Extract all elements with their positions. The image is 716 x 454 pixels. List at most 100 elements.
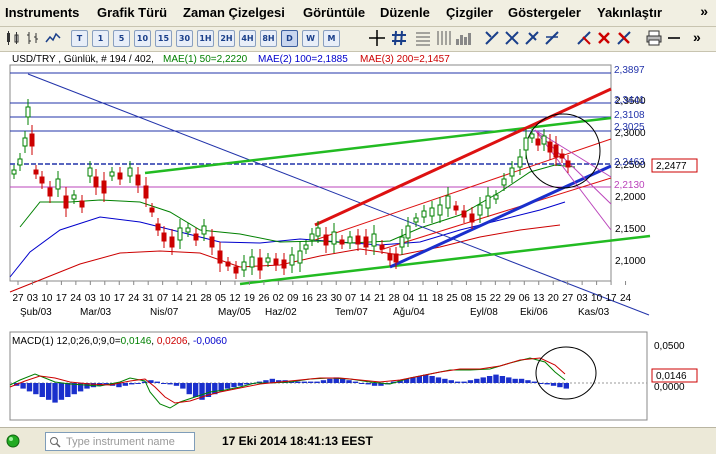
chart-svg[interactable]: USD/TRY , Günlük, # 194 / 402, MAE(1) 50…: [0, 52, 716, 427]
line-chart-icon[interactable]: [44, 29, 62, 47]
level-label: 2,2130: [614, 180, 645, 191]
level-label: 2,3897: [614, 65, 645, 76]
macd-plot-frame: [9, 331, 648, 421]
candlestick-icon[interactable]: [4, 29, 22, 47]
candle-body: [477, 204, 483, 216]
macd-bar: [506, 377, 512, 383]
macd-label: MACD(1) 12,0;26,0;9,0=0,0146, 0,0206, -0…: [12, 336, 227, 347]
menu-more-icon[interactable]: »: [700, 3, 708, 19]
macd-bar: [103, 383, 109, 385]
candle-body: [33, 169, 39, 175]
downtrend-line: [27, 73, 650, 316]
crosshair-icon[interactable]: [368, 29, 386, 47]
menu-zoom[interactable]: Yakınlaştır: [597, 5, 663, 20]
trendline-tool-icon[interactable]: [483, 29, 501, 47]
histogram-icon[interactable]: [454, 29, 472, 47]
candle-body: [547, 141, 553, 153]
candle-body: [509, 167, 515, 177]
candle-body: [241, 261, 247, 271]
date-tick-label: 13: [533, 293, 545, 304]
macd-current-box: [651, 368, 698, 383]
date-axis: 27 03 10 17 24 03 10 17 24 31 07 14 21 28 05 12 19 26 02 09…: [12, 281, 632, 304]
minus-icon[interactable]: [665, 29, 683, 47]
menu-edit[interactable]: Düzenle: [380, 5, 430, 20]
candle-body: [523, 137, 529, 151]
macd-bar: [320, 380, 327, 383]
candle-body: [71, 194, 77, 200]
print-icon[interactable]: [645, 29, 663, 47]
close-red-icon[interactable]: [595, 29, 613, 47]
period-30[interactable]: 30: [176, 30, 193, 47]
menu-view[interactable]: Görüntüle: [303, 5, 366, 20]
macd-bar: [352, 381, 359, 383]
period-d[interactable]: D: [281, 30, 298, 47]
date-tick-label: 10: [99, 293, 111, 304]
candle-body: [529, 133, 535, 139]
chart-area[interactable]: USD/TRY , Günlük, # 194 / 402, MAE(1) 50…: [0, 52, 716, 453]
macd-bar: [269, 378, 276, 383]
month-label: Eyl/08: [470, 307, 498, 318]
macd-bar: [263, 380, 269, 383]
vertical-lines-icon[interactable]: [434, 29, 452, 47]
menu-chart-type[interactable]: Grafik Türü: [97, 5, 168, 20]
macd-axis-label: 0,0500: [654, 341, 685, 352]
delete-all-icon[interactable]: [615, 29, 633, 47]
macd-bar: [461, 381, 467, 383]
macd-bar: [403, 378, 410, 383]
macd-bar: [486, 376, 493, 383]
grid-hash-icon[interactable]: [390, 29, 408, 47]
macd-bar: [39, 383, 45, 397]
macd-bar: [180, 383, 186, 389]
menu-instruments[interactable]: Instruments: [5, 5, 80, 20]
date-tick-label: 03: [577, 293, 589, 304]
instrument-search-input[interactable]: [64, 433, 196, 450]
date-tick-label: 21: [374, 293, 386, 304]
period-2h[interactable]: 2H: [218, 30, 235, 47]
instrument-search[interactable]: [45, 432, 196, 451]
macd-bar: [33, 383, 39, 395]
horizontal-lines-icon[interactable]: [414, 29, 432, 47]
current-price-box: [651, 158, 698, 173]
candle-body: [225, 261, 231, 267]
candle-body: [393, 253, 399, 263]
menu-timeframe[interactable]: Zaman Çizelgesi: [183, 5, 285, 20]
month-label: Haz/02: [265, 307, 297, 318]
macd-bar: [333, 377, 339, 383]
macd-bar: [448, 380, 454, 383]
period-5[interactable]: 5: [113, 30, 130, 47]
macd-bar: [199, 383, 205, 400]
delete-line-icon[interactable]: [575, 29, 593, 47]
month-label: Ağu/04: [393, 307, 425, 318]
period-1h[interactable]: 1H: [197, 30, 214, 47]
macd-bar: [192, 383, 199, 397]
macd-bar: [339, 378, 346, 383]
toolbar-more-icon[interactable]: »: [693, 29, 701, 45]
candle-body: [149, 207, 155, 213]
candle-body: [17, 158, 23, 166]
macd-bar: [20, 383, 26, 389]
candle-body: [177, 227, 183, 241]
macd-bar: [212, 383, 218, 395]
period-4h[interactable]: 4H: [239, 30, 256, 47]
menu-indicators[interactable]: Göstergeler: [508, 5, 581, 20]
candle-body: [127, 167, 133, 177]
fibonacci-tool-icon[interactable]: [523, 29, 541, 47]
period-8h[interactable]: 8H: [260, 30, 277, 47]
channel-tool-icon[interactable]: [503, 29, 521, 47]
period-m[interactable]: M: [323, 30, 340, 47]
candle-body: [553, 144, 559, 158]
period-w[interactable]: W: [302, 30, 319, 47]
period-t[interactable]: T: [71, 30, 88, 47]
candle-body: [399, 236, 405, 248]
candle-body: [355, 235, 361, 245]
axis-label: 2,1500: [615, 224, 646, 235]
candle-body: [535, 138, 541, 146]
period-1[interactable]: 1: [92, 30, 109, 47]
period-10[interactable]: 10: [134, 30, 151, 47]
menu-lines[interactable]: Çizgiler: [446, 5, 493, 20]
gann-tool-icon[interactable]: [543, 29, 561, 47]
bar-chart-icon[interactable]: [24, 29, 42, 47]
macd-bar: [71, 383, 77, 395]
period-15[interactable]: 15: [155, 30, 172, 47]
macd-bar: [467, 380, 474, 383]
